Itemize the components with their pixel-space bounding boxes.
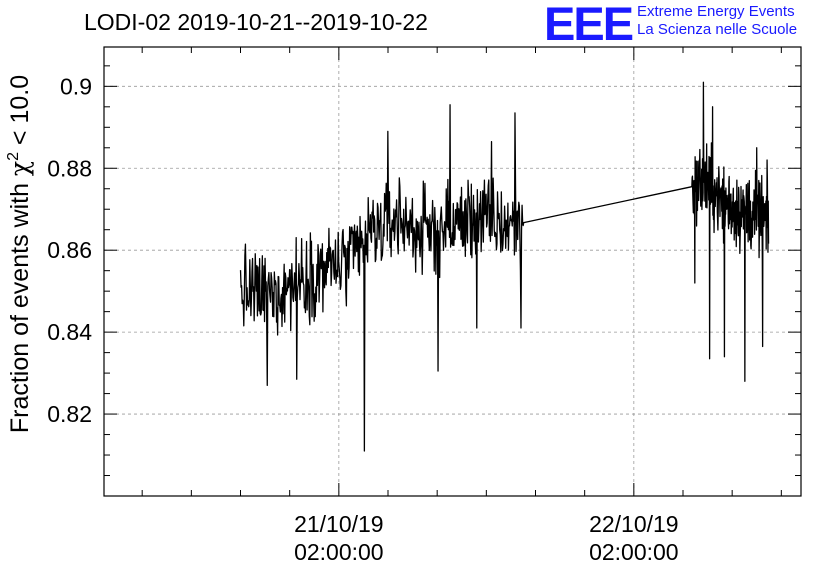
logo-line-1: Extreme Energy Events [637,3,795,20]
series-line-0 [239,81,770,452]
y-tick-label: 0.9 [60,73,92,99]
y-tick-label: 0.82 [47,401,92,427]
axis-ticks [104,47,801,496]
logo-line-2: La Scienza nelle Scuole [637,21,798,38]
x-tick-label-time: 02:00:00 [294,539,384,565]
plot-frame [103,46,802,497]
y-tick-label: 0.84 [47,319,92,345]
y-tick-label: 0.88 [47,155,92,181]
data-series [239,81,770,452]
y-tick-label: 0.86 [47,237,92,263]
eee-logo-text: Extreme Energy Events La Scienza nelle S… [637,3,797,39]
x-tick-label-date: 22/10/19 [589,511,679,537]
y-axis-label: Fraction of events with χ2 < 10.0 [5,75,34,433]
grid-lines [104,47,801,496]
x-tick-label-date: 21/10/19 [294,511,384,537]
x-tick-label-time: 02:00:00 [589,539,679,565]
chart-title: LODI-02 2019-10-21--2019-10-22 [84,9,428,35]
eee-logo: EEE [544,0,634,50]
axis-labels: 0.820.840.860.880.921/10/1902:00:0022/10… [5,73,679,565]
